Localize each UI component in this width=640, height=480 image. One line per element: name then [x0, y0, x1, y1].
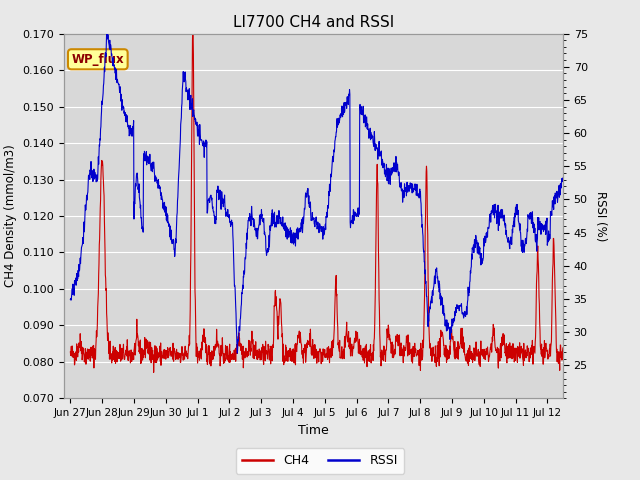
Text: WP_flux: WP_flux [72, 53, 124, 66]
Title: LI7700 CH4 and RSSI: LI7700 CH4 and RSSI [233, 15, 394, 30]
Y-axis label: RSSI (%): RSSI (%) [594, 191, 607, 241]
X-axis label: Time: Time [298, 424, 329, 437]
Legend: CH4, RSSI: CH4, RSSI [236, 448, 404, 474]
Y-axis label: CH4 Density (mmol/m3): CH4 Density (mmol/m3) [4, 144, 17, 288]
